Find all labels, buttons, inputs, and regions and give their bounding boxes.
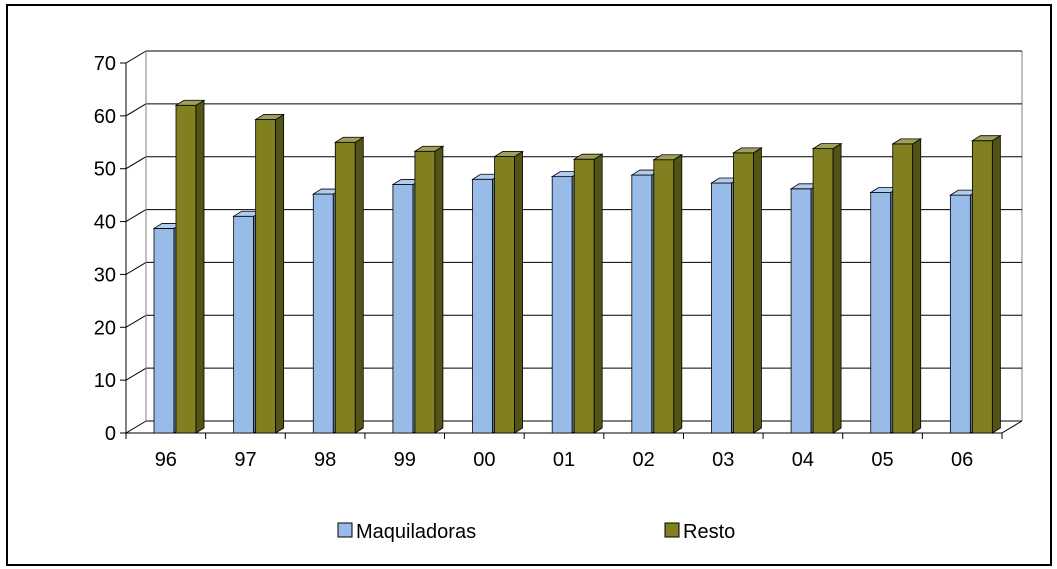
bar-side-resto bbox=[753, 147, 762, 434]
bar-resto bbox=[175, 104, 197, 434]
bar-side-resto bbox=[434, 145, 444, 434]
bar-resto bbox=[334, 141, 356, 434]
bar-maquiladoras bbox=[551, 176, 573, 434]
bar-maquiladoras bbox=[870, 192, 892, 434]
x-tick-label: 02 bbox=[633, 449, 655, 471]
x-tick-label: 01 bbox=[553, 449, 575, 471]
side-wall-gridline bbox=[125, 367, 147, 381]
bar-side-resto bbox=[195, 99, 205, 434]
bar-side-resto bbox=[991, 134, 1001, 434]
side-wall-gridline bbox=[125, 50, 147, 64]
bar-top-resto bbox=[174, 99, 206, 106]
side-wall-gridline bbox=[125, 103, 147, 117]
x-tick-label: 98 bbox=[314, 449, 336, 471]
bar-top-resto bbox=[493, 151, 524, 157]
bar-maquiladoras bbox=[233, 215, 255, 434]
bar-resto bbox=[573, 158, 595, 434]
y-tick-label: 70 bbox=[94, 53, 116, 75]
bar-resto bbox=[255, 119, 277, 434]
bar-top-resto bbox=[652, 154, 684, 161]
x-tick-label: 97 bbox=[234, 449, 256, 471]
x-tick-label: 03 bbox=[712, 449, 734, 471]
bar-resto bbox=[494, 156, 515, 434]
side-wall-gridline bbox=[125, 156, 147, 170]
x-tick-label: 05 bbox=[871, 449, 893, 471]
bar-maquiladoras bbox=[392, 184, 414, 434]
bar-side-resto bbox=[275, 113, 285, 434]
bar-top-resto bbox=[333, 136, 365, 143]
bar-top-resto bbox=[413, 145, 445, 152]
side-wall-gridline bbox=[125, 420, 147, 434]
y-tick-label: 40 bbox=[94, 212, 116, 234]
bar-top-resto bbox=[970, 135, 1002, 142]
x-tick-label: 99 bbox=[394, 449, 416, 471]
legend-label-maquiladoras: Maquiladoras bbox=[356, 521, 476, 543]
y-tick-label: 30 bbox=[94, 264, 116, 286]
y-tick-label: 0 bbox=[105, 423, 116, 445]
bar-top-resto bbox=[572, 153, 604, 160]
y-tick-label: 20 bbox=[94, 317, 116, 339]
legend-label-resto: Resto bbox=[683, 521, 735, 543]
bar-resto bbox=[812, 148, 834, 434]
bar-resto bbox=[653, 159, 675, 434]
side-wall-gridline bbox=[125, 261, 147, 275]
bar-resto bbox=[733, 152, 754, 434]
x-tick-label: 06 bbox=[951, 449, 973, 471]
bar-top-resto bbox=[732, 147, 763, 154]
side-wall-gridline bbox=[125, 314, 147, 328]
bar-maquiladoras bbox=[631, 174, 653, 434]
bar-maquiladoras bbox=[472, 178, 493, 434]
bar-side-resto bbox=[673, 154, 683, 434]
bar-maquiladoras bbox=[790, 188, 812, 434]
chart-svg: 0 10 20 30 40 50 60 70 96 97 98 99 00 01 02 03 04 05 06 Maq… bbox=[94, 50, 1023, 543]
bar-top-resto bbox=[891, 138, 923, 145]
bar-resto bbox=[892, 143, 914, 434]
chart-frame: 0 10 20 30 40 50 60 70 96 97 98 99 00 01 02 03 04 05 06 Maq… bbox=[6, 4, 1052, 566]
y-tick-label: 50 bbox=[94, 159, 116, 181]
bar-side-resto bbox=[593, 153, 603, 434]
x-tick-label: 00 bbox=[473, 449, 495, 471]
bar-resto bbox=[971, 140, 993, 434]
y-tick-label: 60 bbox=[94, 106, 116, 128]
bar-side-resto bbox=[832, 142, 842, 434]
legend-swatch-maquiladoras bbox=[337, 522, 353, 538]
bar-maquiladoras bbox=[711, 182, 732, 434]
bar-maquiladoras bbox=[312, 193, 334, 434]
bar-maquiladoras bbox=[153, 228, 175, 434]
bar-top-resto bbox=[254, 114, 286, 120]
x-tick-label: 96 bbox=[155, 449, 177, 471]
bar-top-resto bbox=[811, 143, 843, 150]
bar-side-resto bbox=[514, 150, 523, 434]
legend-swatch-resto bbox=[664, 522, 680, 538]
floor-right-edge bbox=[1001, 420, 1023, 434]
y-tick-label: 10 bbox=[94, 370, 116, 392]
bar-side-resto bbox=[912, 138, 922, 434]
bar-maquiladoras bbox=[949, 194, 971, 434]
side-wall-gridline bbox=[125, 209, 147, 223]
bar-side-resto bbox=[354, 136, 364, 434]
bar-resto bbox=[414, 150, 436, 434]
x-tick-label: 04 bbox=[792, 449, 814, 471]
